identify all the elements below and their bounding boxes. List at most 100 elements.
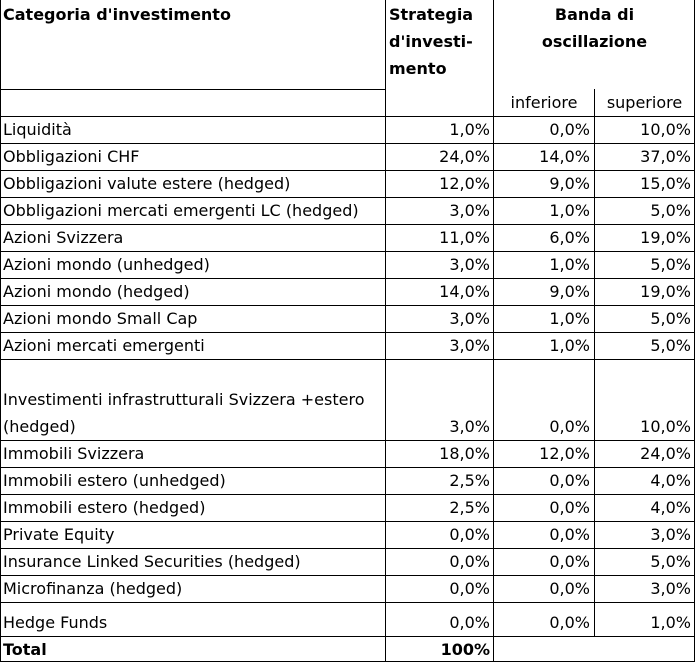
row-upper: 5,0% [650,309,691,328]
header-band-line-1: Banda di [554,5,635,24]
grid-line [0,332,695,333]
row-lower: 6,0% [549,228,590,247]
header-strategy-line-2: d'investi- [389,32,473,51]
row-category: Immobili Svizzera [3,444,145,463]
grid-line [0,143,695,144]
row-upper: 10,0% [640,120,691,139]
grid-line [0,278,695,279]
grid-line [0,89,385,90]
grid-line [0,224,695,225]
row-upper: 4,0% [650,471,691,490]
row-strategy: 3,0% [449,336,490,355]
row-category: Azioni mercati emergenti [3,336,205,355]
row-upper: 3,0% [650,525,691,544]
row-strategy: 3,0% [449,255,490,274]
row-lower: 12,0% [539,444,590,463]
row-strategy: 12,0% [439,174,490,193]
total-label: Total [3,640,47,659]
row-lower: 0,0% [549,552,590,571]
grid-line [0,636,695,637]
row-strategy: 0,0% [449,525,490,544]
grid-line [0,251,695,252]
row-upper: 24,0% [640,444,691,463]
row-category: Private Equity [3,525,115,544]
header-upper: superiore [606,93,683,112]
header-band-line-2: oscillazione [541,32,648,51]
grid-line [0,305,695,306]
header-strategy-line-3: mento [389,59,447,78]
row-upper: 10,0% [640,417,691,436]
grid-line [0,602,695,603]
row-strategy: 18,0% [439,444,490,463]
row-lower: 1,0% [549,255,590,274]
row-category-line-1: Investimenti infrastrutturali Svizzera +… [3,390,365,409]
grid-line [0,0,1,662]
row-upper: 15,0% [640,174,691,193]
row-upper: 19,0% [640,228,691,247]
row-lower: 0,0% [549,613,590,632]
row-category: Immobili estero (unhedged) [3,471,226,490]
row-category: Obbligazioni CHF [3,147,140,166]
row-lower: 0,0% [549,120,590,139]
grid-line [493,0,494,662]
grid-line [0,575,695,576]
header-category: Categoria d'investimento [3,5,231,24]
row-upper: 19,0% [640,282,691,301]
row-upper: 5,0% [650,255,691,274]
row-upper: 5,0% [650,201,691,220]
grid-line [0,197,695,198]
row-strategy: 1,0% [449,120,490,139]
grid-line [0,440,695,441]
row-strategy: 2,5% [449,471,490,490]
row-lower: 1,0% [549,336,590,355]
row-category: Immobili estero (hedged) [3,498,206,517]
grid-line [0,548,695,549]
grid-line [0,494,695,495]
row-lower: 9,0% [549,282,590,301]
row-strategy: 2,5% [449,498,490,517]
row-strategy: 3,0% [449,309,490,328]
row-upper: 5,0% [650,552,691,571]
row-category: Azioni mondo (unhedged) [3,255,210,274]
row-category: Microfinanza (hedged) [3,579,183,598]
row-category: Insurance Linked Securities (hedged) [3,552,301,571]
grid-line [0,521,695,522]
row-category-line-2: (hedged) [3,417,76,436]
row-strategy: 0,0% [449,613,490,632]
row-lower: 9,0% [549,174,590,193]
row-strategy: 3,0% [449,417,490,436]
row-strategy: 0,0% [449,579,490,598]
row-upper: 1,0% [650,613,691,632]
grid-line [0,467,695,468]
row-category: Liquidità [3,120,72,139]
row-strategy: 14,0% [439,282,490,301]
row-lower: 0,0% [549,471,590,490]
row-lower: 14,0% [539,147,590,166]
row-category: Obbligazioni valute estere (hedged) [3,174,291,193]
row-strategy: 24,0% [439,147,490,166]
row-category: Obbligazioni mercati emergenti LC (hedge… [3,201,359,220]
grid-line [0,359,695,360]
grid-line [594,89,595,636]
row-category: Hedge Funds [3,613,108,632]
grid-line [0,116,695,117]
row-lower: 1,0% [549,201,590,220]
row-strategy: 0,0% [449,552,490,571]
row-upper: 37,0% [640,147,691,166]
row-upper: 4,0% [650,498,691,517]
row-lower: 0,0% [549,417,590,436]
row-category: Azioni mondo (hedged) [3,282,190,301]
row-upper: 3,0% [650,579,691,598]
total-strategy: 100% [440,640,490,659]
row-lower: 0,0% [549,579,590,598]
row-lower: 0,0% [549,525,590,544]
row-category: Azioni mondo Small Cap [3,309,198,328]
row-lower: 1,0% [549,309,590,328]
row-strategy: 11,0% [439,228,490,247]
header-strategy-line-1: Strategia [389,5,474,24]
row-strategy: 3,0% [449,201,490,220]
row-upper: 5,0% [650,336,691,355]
grid-line [0,170,695,171]
row-category: Azioni Svizzera [3,228,124,247]
